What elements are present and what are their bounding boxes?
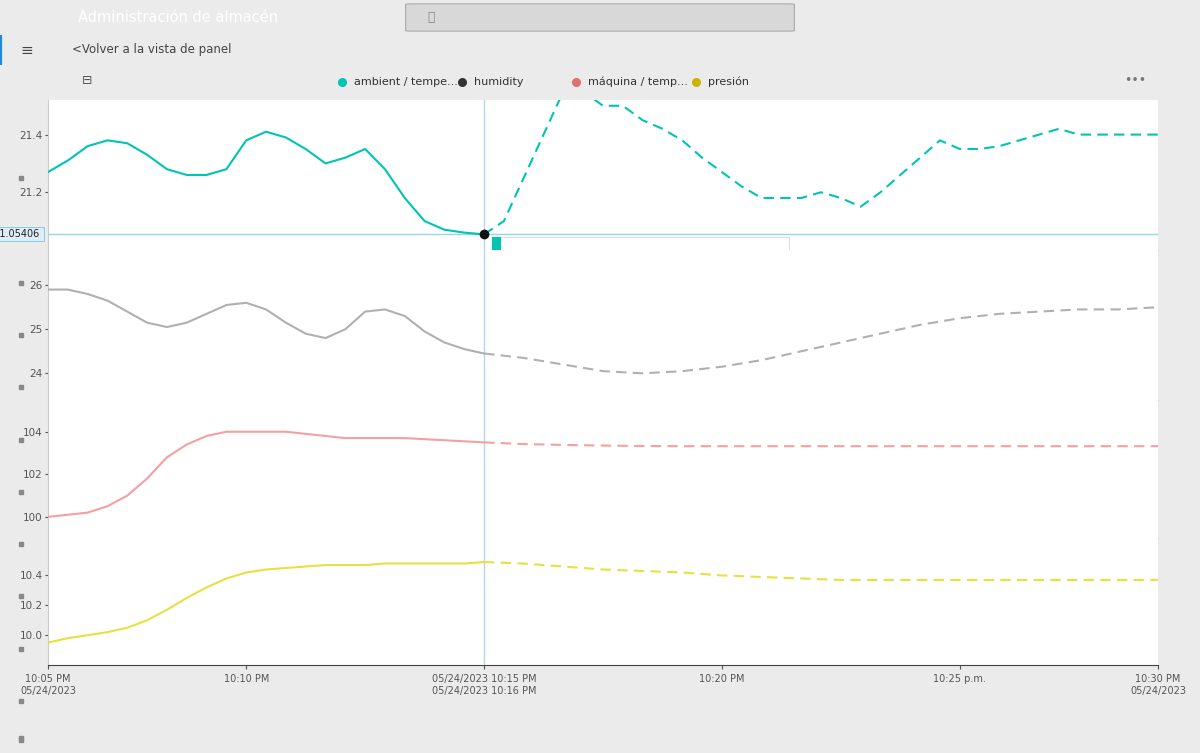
Text: ambient / tempe...: ambient / tempe... (354, 77, 458, 87)
FancyBboxPatch shape (492, 237, 500, 357)
FancyBboxPatch shape (406, 4, 794, 31)
Text: 21.05406: 21.05406 (510, 326, 563, 336)
Text: humidity: humidity (474, 77, 523, 87)
Text: ambient: ambient (510, 250, 558, 261)
Text: / temperatura: / temperatura (577, 250, 650, 261)
Text: máquina / temp...: máquina / temp... (588, 77, 688, 87)
Text: •••: ••• (1124, 75, 1146, 87)
Text: <Volver a la vista de panel: <Volver a la vista de panel (72, 44, 232, 56)
Text: ⊟: ⊟ (82, 75, 92, 87)
Text: Average: Average (510, 292, 558, 302)
Text: presión: presión (708, 77, 749, 87)
FancyBboxPatch shape (492, 237, 790, 357)
Text: ≡: ≡ (20, 42, 34, 57)
Text: Administración de almacén: Administración de almacén (78, 10, 278, 25)
Text: ⌕: ⌕ (427, 11, 434, 24)
Text: 21.05406: 21.05406 (0, 230, 42, 239)
